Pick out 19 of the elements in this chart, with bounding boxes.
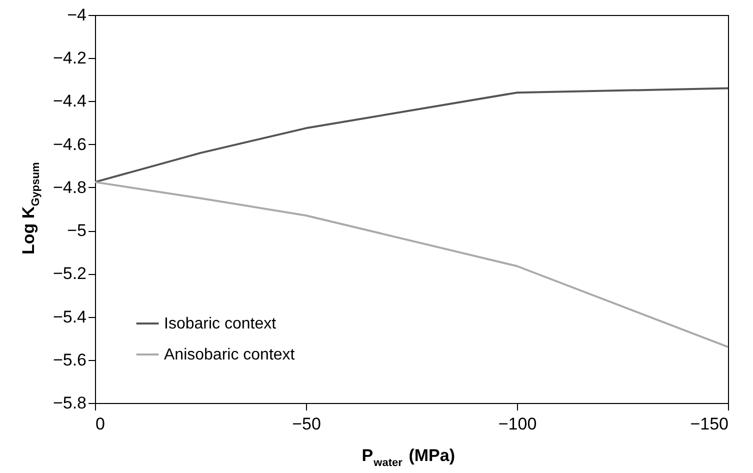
legend-label: Isobaric context (164, 316, 277, 332)
y-tick-label: −4.6 (52, 134, 86, 154)
y-tick-label: −5.6 (52, 350, 86, 370)
y-tick-label: −5 (67, 221, 86, 240)
y-tick-label: −5.4 (52, 307, 86, 326)
x-tick-label: −150 (690, 414, 728, 434)
y-axis-title: Log KGypsum (19, 162, 42, 255)
x-tick-label: −50 (292, 414, 321, 434)
legend-label: Anisobaric context (164, 346, 296, 364)
y-tick-label: −4.2 (52, 48, 86, 68)
y-tick-label: −4 (67, 6, 86, 24)
x-tick-label: −100 (498, 414, 537, 434)
line-series (94, 87, 729, 184)
y-tick-label: −4.4 (52, 92, 86, 111)
y-tick-label: −4.8 (52, 178, 86, 197)
x-tick-label: 0 (96, 414, 105, 434)
y-tick-label: −5.8 (52, 394, 86, 412)
y-tick-label: −5.2 (52, 264, 86, 284)
line-series (94, 181, 729, 348)
